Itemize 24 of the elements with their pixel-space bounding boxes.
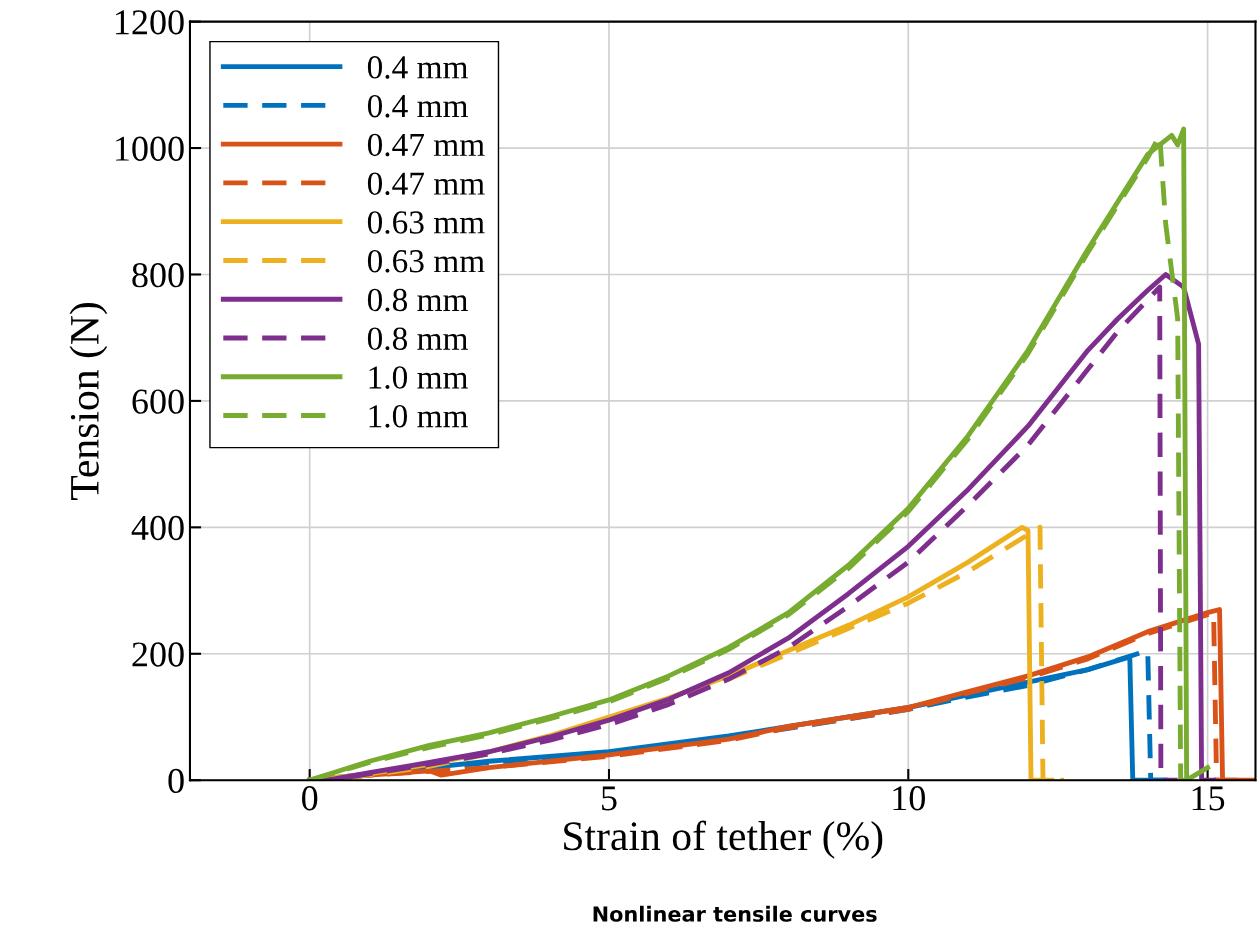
y-tick-label: 1200 <box>116 10 184 35</box>
legend-label: 1.0 mm <box>369 366 468 389</box>
legend-label: 0.47 mm <box>367 172 485 196</box>
text: Nonlinear tensile curves <box>593 905 877 922</box>
y-tick-label: 800 <box>132 262 184 288</box>
legend-label: 0.8 mm <box>367 327 468 351</box>
y-tick-label: 200 <box>132 642 184 667</box>
x-tick-label: 10 <box>893 786 925 811</box>
legend-label: 0.63 mm <box>367 211 485 234</box>
legend-label: 1.0 mm <box>369 405 468 428</box>
legend-label: 0.4 mm <box>367 56 468 79</box>
x-tick-label: 0 <box>302 786 318 811</box>
x-tick-label: 15 <box>1192 786 1225 811</box>
y-tick-label: 1000 <box>116 136 184 161</box>
legend-label: 0.4 mm <box>367 94 468 118</box>
legend-label: 0.8 mm <box>367 288 468 312</box>
y-axis-title: Tension (N) <box>69 302 108 500</box>
y-tick-label: 400 <box>131 515 184 541</box>
legend-label: 0.63 mm <box>367 249 485 273</box>
y-tick-label: 600 <box>132 389 184 414</box>
legend-label: 0.47 mm <box>367 133 485 157</box>
y-tick-label: 0 <box>168 768 184 794</box>
x-axis-title: Strain of tether (%) <box>564 820 883 859</box>
x-tick-label: 5 <box>602 786 617 811</box>
